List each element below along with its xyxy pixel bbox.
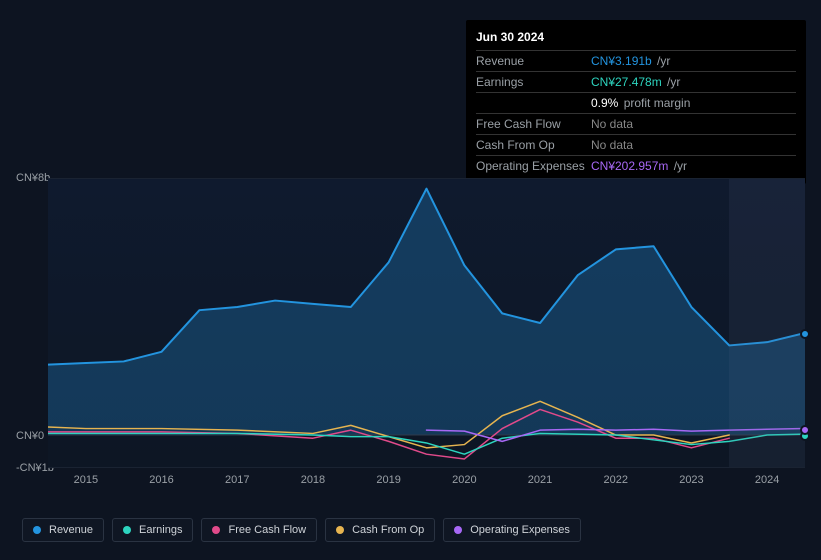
tooltip-row-label: [476, 96, 591, 110]
chart-area: CN¥8bCN¥0-CN¥1b 201520162017201820192020…: [16, 160, 805, 500]
legend-dot-icon: [123, 526, 131, 534]
legend-label: Free Cash Flow: [228, 524, 306, 536]
chart-plot[interactable]: [48, 178, 805, 468]
x-axis-tick: 2018: [301, 474, 325, 486]
legend-item-revenue[interactable]: Revenue: [22, 518, 104, 542]
x-axis-tick: 2022: [604, 474, 628, 486]
tooltip-row: EarningsCN¥27.478m /yr: [476, 72, 796, 93]
x-axis-tick: 2023: [679, 474, 703, 486]
tooltip-row: 0.9% profit margin: [476, 93, 796, 114]
revenue-area: [48, 189, 805, 435]
legend-dot-icon: [33, 526, 41, 534]
chart-svg: [48, 179, 805, 467]
legend-dot-icon: [336, 526, 344, 534]
x-axis-tick: 2021: [528, 474, 552, 486]
y-axis-tick: CN¥0: [16, 430, 44, 442]
tooltip-row: Cash From OpNo data: [476, 135, 796, 156]
tooltip-row: RevenueCN¥3.191b /yr: [476, 51, 796, 72]
tooltip-row-value: CN¥3.191b /yr: [591, 54, 796, 68]
x-axis-tick: 2020: [452, 474, 476, 486]
legend-label: Cash From Op: [352, 524, 424, 536]
legend-item-free-cash-flow[interactable]: Free Cash Flow: [201, 518, 317, 542]
earnings-line: [48, 433, 805, 454]
tooltip-row-label: Revenue: [476, 54, 591, 68]
x-axis-tick: 2019: [376, 474, 400, 486]
tooltip-row-label: Cash From Op: [476, 138, 591, 152]
future-shade: [729, 179, 805, 467]
x-axis-tick: 2016: [149, 474, 173, 486]
chart-legend: Revenue Earnings Free Cash Flow Cash From O…: [22, 518, 581, 542]
legend-item-earnings[interactable]: Earnings: [112, 518, 193, 542]
legend-item-cash-from-op[interactable]: Cash From Op: [325, 518, 435, 542]
legend-label: Operating Expenses: [470, 524, 570, 536]
revenue-endpoint-marker: [800, 329, 810, 339]
legend-dot-icon: [212, 526, 220, 534]
tooltip-row-value: CN¥27.478m /yr: [591, 75, 796, 89]
legend-label: Earnings: [139, 524, 182, 536]
tooltip-row-value: No data: [591, 138, 796, 152]
tooltip-row-label: Earnings: [476, 75, 591, 89]
y-axis-tick: CN¥8b: [16, 172, 50, 184]
x-axis-tick: 2015: [74, 474, 98, 486]
tooltip-row-value: 0.9% profit margin: [591, 96, 796, 110]
x-axis-tick: 2024: [755, 474, 779, 486]
legend-dot-icon: [454, 526, 462, 534]
legend-item-operating-expenses[interactable]: Operating Expenses: [443, 518, 581, 542]
tooltip-date: Jun 30 2024: [476, 26, 796, 51]
operating-expenses-endpoint-marker: [800, 425, 810, 435]
tooltip-row-label: Free Cash Flow: [476, 117, 591, 131]
x-axis-tick: 2017: [225, 474, 249, 486]
tooltip-row: Free Cash FlowNo data: [476, 114, 796, 135]
legend-label: Revenue: [49, 524, 93, 536]
tooltip-row-value: No data: [591, 117, 796, 131]
